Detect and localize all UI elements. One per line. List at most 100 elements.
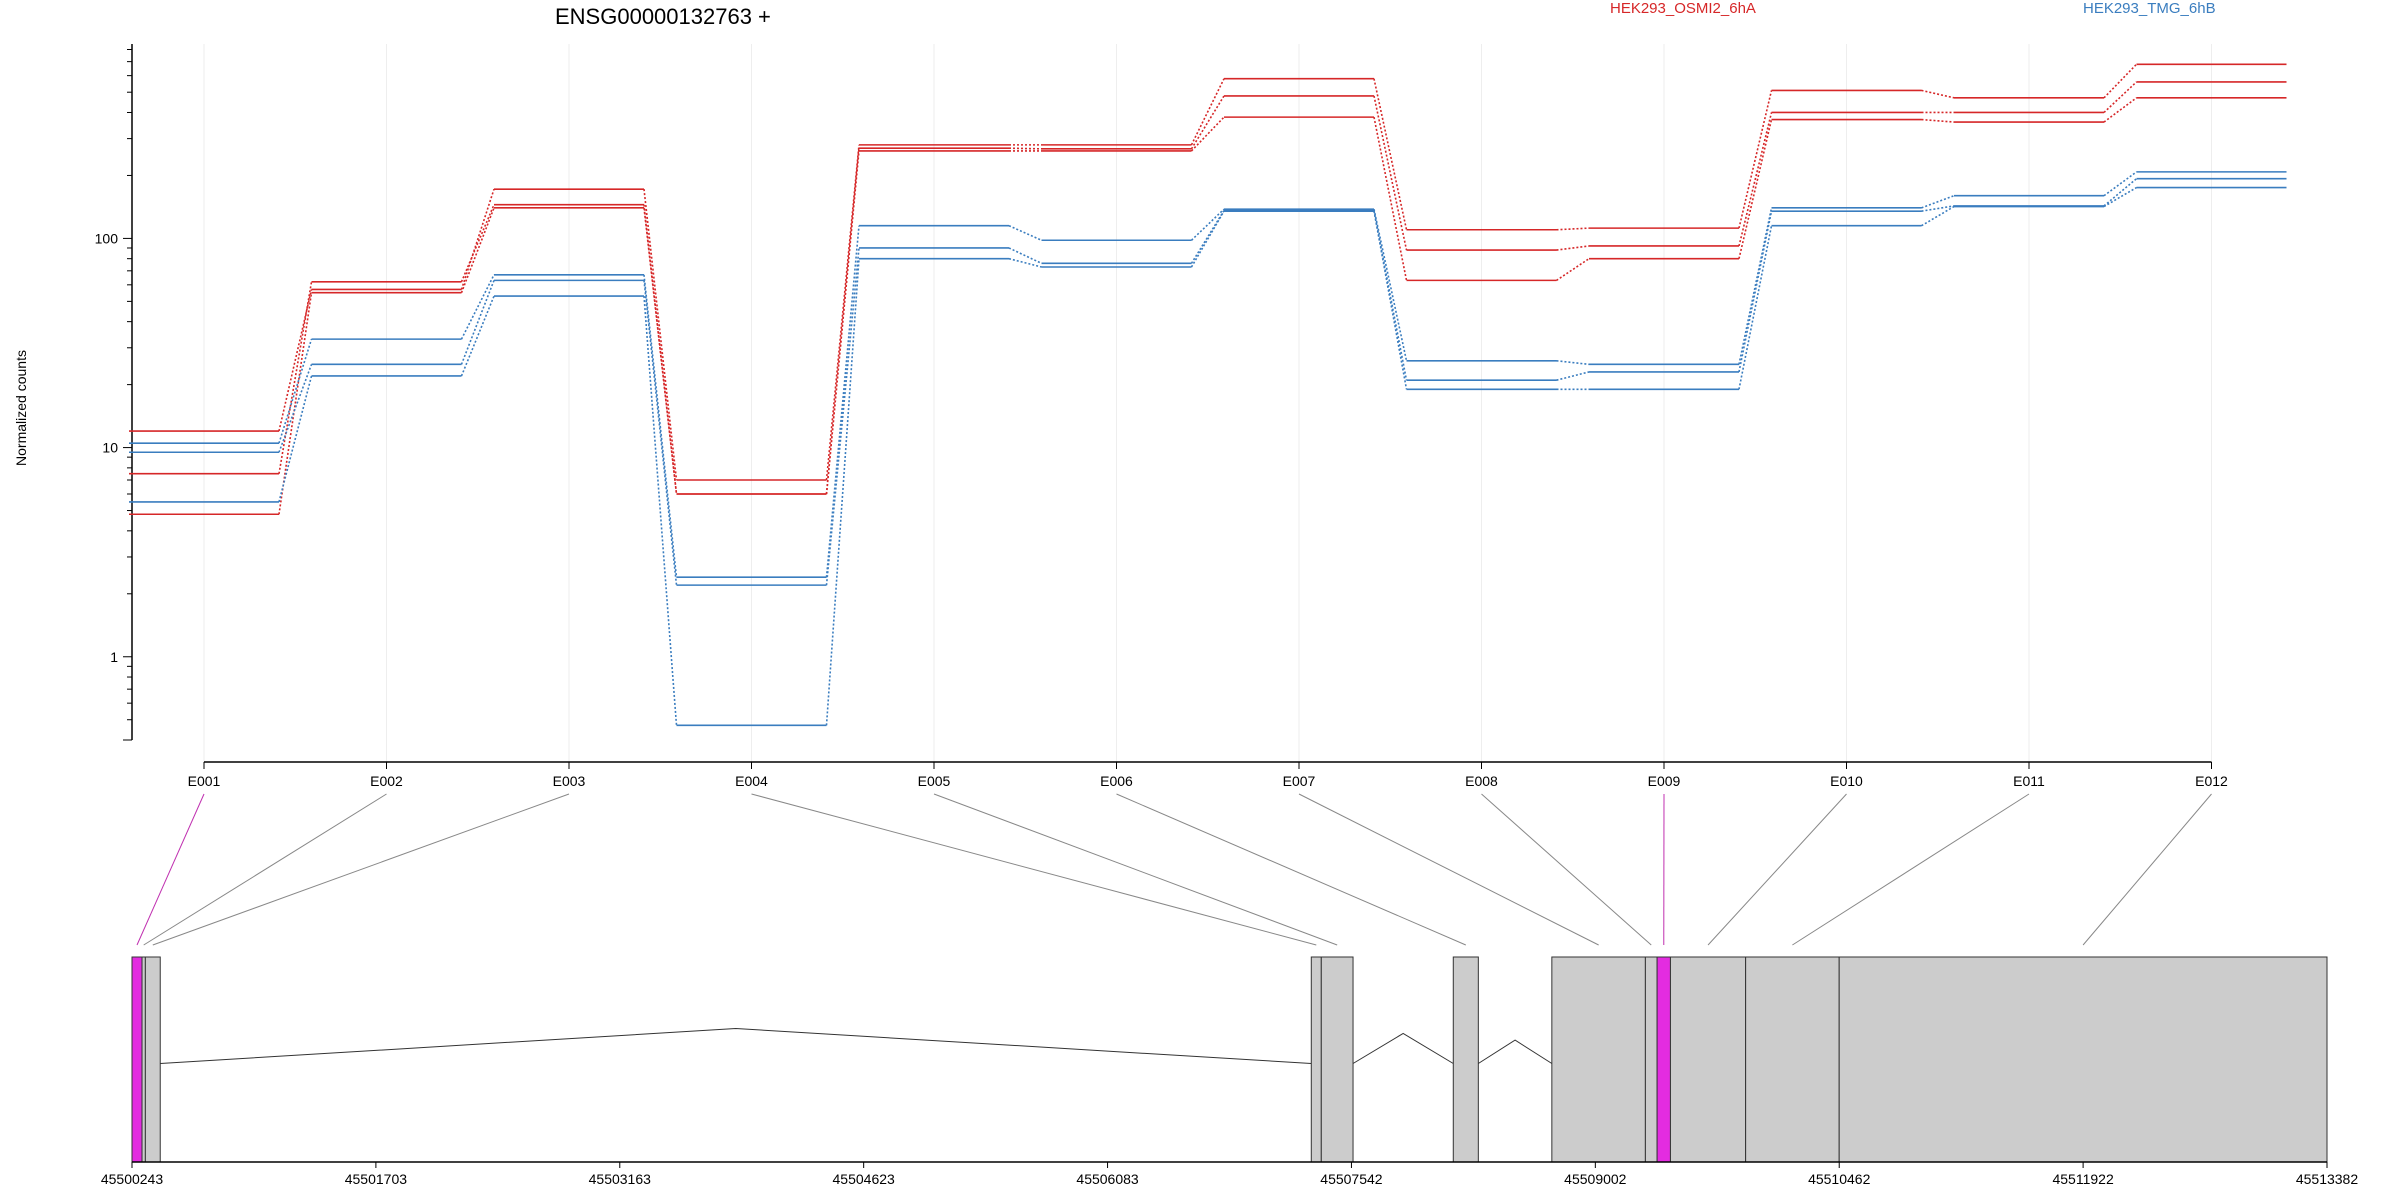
series-connector	[1190, 78, 1225, 146]
series-connector	[460, 295, 495, 377]
exon-connector	[1298, 793, 1599, 946]
intron-line	[160, 1027, 1312, 1064]
series-connector	[1556, 359, 1590, 366]
gene-model-track: 45500243 45501703 45503163 45504623 45506083…	[101, 793, 2359, 1187]
exon-connector	[2082, 793, 2212, 946]
series-connector	[1190, 210, 1225, 264]
series-connector	[1373, 78, 1408, 230]
exon-box	[1551, 956, 1646, 1163]
series-connector	[643, 274, 678, 578]
x-tick-label: E002	[370, 773, 403, 789]
x-tick-label: E012	[2195, 773, 2228, 789]
series-connector	[1556, 227, 1590, 231]
series-connector	[1008, 147, 1042, 150]
series-connector	[2103, 81, 2138, 114]
y-axis-label: Normalized counts	[13, 350, 29, 466]
intron-line	[1478, 1039, 1553, 1064]
x-tick-label: E001	[188, 773, 221, 789]
exon-connector	[143, 793, 387, 946]
series-connector	[1008, 247, 1042, 265]
genomic-tick-label: 45500243	[101, 1171, 164, 1187]
genomic-tick-label: 45510462	[1808, 1171, 1871, 1187]
series-connector	[460, 274, 495, 340]
genomic-tick-label: 45506083	[1076, 1171, 1139, 1187]
exon-box	[1745, 956, 1840, 1163]
intron-line	[1352, 1032, 1454, 1064]
legend-entry-tmg: HEK293_TMG_6hB	[2083, 0, 2216, 17]
x-tick-label: E011	[2013, 773, 2045, 789]
series-connector	[1921, 194, 1955, 209]
series-connector	[1008, 257, 1042, 268]
x-tick-label: E008	[1465, 773, 1498, 789]
x-tick-label: E004	[735, 773, 768, 789]
series-connector	[1921, 118, 1955, 123]
series-connector	[1190, 116, 1225, 152]
series-connector	[643, 207, 678, 495]
series-connector	[1373, 208, 1408, 361]
series-connector	[460, 188, 495, 290]
series-connector	[825, 225, 860, 578]
exon-box	[131, 956, 143, 1163]
series-connector	[825, 150, 860, 495]
exon-connector	[933, 793, 1338, 946]
series-connector	[1738, 90, 1773, 229]
series-connector	[1556, 245, 1590, 251]
exon-box	[1838, 956, 2328, 1163]
exon-box	[1644, 956, 1658, 1163]
series-connector	[2103, 186, 2137, 208]
series-connector	[1921, 205, 1955, 227]
genomic-tick-label: 45507542	[1320, 1171, 1383, 1187]
series-connector	[278, 292, 313, 515]
genomic-tick-label: 45501703	[345, 1171, 408, 1187]
series-connector	[1738, 112, 1773, 247]
exon-box	[1452, 956, 1479, 1163]
series-connector	[2103, 171, 2137, 197]
exon-connector	[1481, 793, 1652, 946]
series-connector	[1921, 89, 1955, 99]
series-connector	[1556, 371, 1590, 381]
genomic-tick-label: 45513382	[2296, 1171, 2359, 1187]
series-connector	[1190, 95, 1225, 150]
exon-connector	[751, 793, 1317, 946]
plot-area: 1 10 100 E001 E002 E003 E004 E005 E006 E007 E008 E0…	[95, 44, 2287, 789]
series-connector	[2103, 178, 2138, 207]
series-connector	[1738, 210, 1773, 373]
series-connector	[460, 207, 495, 294]
series-connector	[643, 189, 678, 481]
exon-connector	[152, 793, 570, 946]
exon-box	[141, 956, 146, 1163]
series-connector	[1373, 211, 1408, 390]
x-tick-label: E007	[1283, 773, 1316, 789]
series-connector	[1738, 225, 1773, 390]
x-tick-label: E003	[553, 773, 586, 789]
chart-title: ENSG00000132763 +	[555, 4, 771, 29]
series-connector	[825, 247, 860, 586]
series-connector	[825, 258, 860, 726]
exon-box	[1669, 956, 1747, 1163]
y-tick-label: 100	[95, 230, 119, 246]
exon-connector	[1707, 793, 1847, 946]
exon-box	[1656, 956, 1671, 1163]
series-connector	[643, 280, 678, 586]
series-connector	[1008, 224, 1042, 241]
genomic-tick-label: 45511922	[2052, 1171, 2113, 1187]
genomic-tick-label: 45504623	[833, 1171, 896, 1187]
series-connector	[2103, 97, 2137, 123]
legend-entry-osmi2: HEK293_OSMI2_6hA	[1610, 0, 1756, 17]
exon-box	[1310, 956, 1322, 1163]
series-connector	[1373, 95, 1408, 251]
exon-box	[1320, 956, 1354, 1163]
series-connector	[1556, 258, 1590, 282]
series-connector	[825, 144, 860, 481]
y-tick-label: 10	[102, 440, 118, 456]
series-connector	[278, 375, 313, 503]
series-connector	[1738, 207, 1773, 365]
series-connector	[1190, 210, 1225, 268]
x-tick-label: E009	[1648, 773, 1681, 789]
exon-connector	[1116, 793, 1467, 946]
x-tick-label: E006	[1100, 773, 1133, 789]
series-connector	[1373, 116, 1408, 281]
series-connector	[278, 338, 313, 444]
x-tick-label: E005	[918, 773, 951, 789]
